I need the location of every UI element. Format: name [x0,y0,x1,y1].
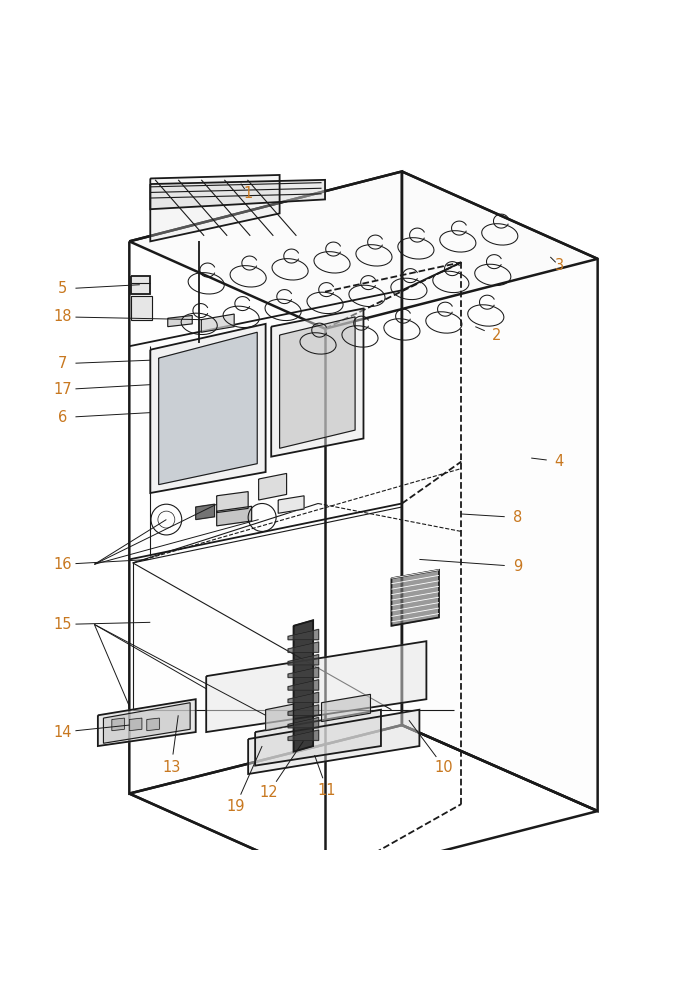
Polygon shape [255,710,381,766]
Text: 18: 18 [54,309,72,324]
Text: 10: 10 [435,760,453,775]
Text: 6: 6 [58,410,68,425]
Polygon shape [168,315,192,327]
Polygon shape [288,629,319,640]
Polygon shape [288,717,319,728]
Text: 9: 9 [512,559,522,574]
Polygon shape [322,694,370,722]
Polygon shape [150,324,266,493]
Text: 5: 5 [58,281,68,296]
Polygon shape [159,332,257,485]
Text: 19: 19 [226,799,245,814]
Text: 8: 8 [512,510,522,525]
Text: 15: 15 [54,617,72,632]
Polygon shape [131,296,152,320]
Polygon shape [206,641,426,732]
Polygon shape [288,705,319,715]
Polygon shape [402,171,598,811]
Text: 11: 11 [318,783,336,798]
Polygon shape [391,570,439,626]
Polygon shape [280,317,355,448]
Text: 1: 1 [243,186,253,201]
Polygon shape [112,718,124,731]
Polygon shape [98,699,196,746]
Polygon shape [103,703,190,743]
Text: 17: 17 [54,382,72,397]
Text: 16: 16 [54,557,72,572]
Text: 14: 14 [54,725,72,740]
Polygon shape [248,710,419,774]
Polygon shape [196,504,215,520]
Text: 4: 4 [554,454,564,469]
Polygon shape [131,276,150,294]
Polygon shape [288,654,319,665]
Polygon shape [129,171,598,329]
Polygon shape [201,314,234,332]
Polygon shape [271,308,363,457]
Polygon shape [294,620,313,752]
Polygon shape [150,175,280,241]
Text: 12: 12 [260,785,278,800]
Text: 7: 7 [58,356,68,371]
Text: 3: 3 [554,258,564,273]
Polygon shape [217,506,252,526]
Polygon shape [129,718,142,731]
Polygon shape [288,642,319,652]
Polygon shape [278,496,304,513]
Polygon shape [288,692,319,703]
Polygon shape [259,473,287,500]
Polygon shape [129,171,402,794]
Polygon shape [288,730,319,740]
Polygon shape [217,492,248,513]
Polygon shape [266,704,294,731]
Polygon shape [147,718,159,731]
Polygon shape [288,667,319,678]
Text: 2: 2 [491,328,501,343]
Polygon shape [150,180,325,209]
Polygon shape [288,680,319,690]
Text: 13: 13 [162,760,180,775]
